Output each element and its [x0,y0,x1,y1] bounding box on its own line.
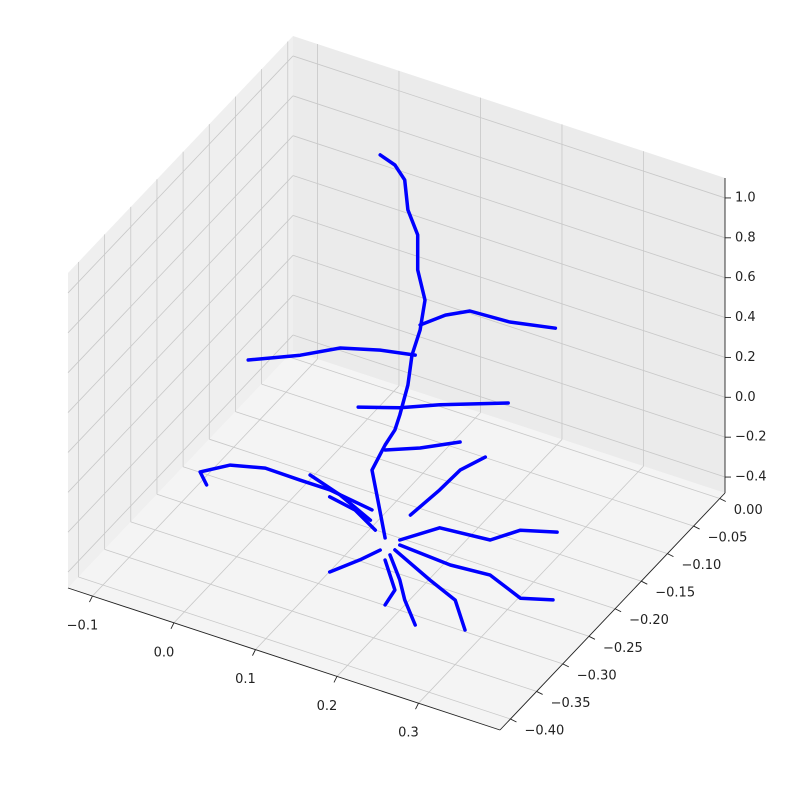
x-axis [67,587,501,731]
y-tick [562,663,569,668]
neurite [383,558,397,607]
grid-line [287,356,720,499]
neurite [393,548,467,632]
z-tick-label: 0.0 [735,390,756,405]
z-tick-label: 0.2 [735,350,756,365]
grid-line [130,521,563,665]
x-tick-label: −0.1 [67,619,99,634]
grid-line [67,95,294,334]
grid-line [292,294,726,438]
neurite [383,440,462,452]
x-tick [333,676,338,683]
z-tick-label: 0.6 [735,270,756,285]
grid-line [92,358,318,597]
grid-line [67,175,294,413]
x-tick-label: 0.1 [235,672,256,687]
y-axis [499,492,726,731]
left-pane [68,36,293,588]
grid-line [67,215,294,453]
y-tick-label: −0.35 [551,696,591,711]
y-tick-label: −0.05 [708,531,748,546]
y-tick-label: 0.00 [734,503,763,518]
y-tick-label: −0.15 [655,586,695,601]
z-tick-label: −0.2 [735,430,767,445]
neurite [246,346,417,362]
neurite [327,495,378,532]
neurite [388,553,417,627]
z-tick-label: 0.4 [735,310,756,325]
neurite [327,548,382,574]
grid-line [104,549,537,692]
grid-line [67,135,294,373]
neurite [308,473,373,522]
grid-line [255,412,481,650]
neurite [408,455,488,517]
z-tick-label: −0.4 [735,470,767,485]
y-tick-label: −0.40 [524,723,564,738]
y-tick [719,498,726,502]
y-tick [693,525,700,530]
grid-line [336,439,563,677]
grid-line [292,55,726,199]
floor-pane [68,351,725,730]
back-pane [293,36,725,493]
grid-line [292,215,726,358]
x-tick [170,622,175,630]
x-tick [415,703,419,710]
y-tick-label: −0.25 [603,641,643,656]
y-tick [641,580,648,585]
neurite [356,401,510,410]
y-tick-label: −0.10 [681,558,721,573]
y-tick [536,691,543,695]
grid-line [182,466,616,610]
x-tick-label: 0.2 [317,699,338,714]
grid-line [67,255,294,493]
neurite [398,543,555,602]
y-tick-label: −0.20 [629,613,669,628]
y-tick [510,718,517,723]
y-tick [667,553,674,558]
z-tick-label: 1.0 [735,190,756,205]
x-tick-label: 0.3 [398,726,419,741]
grid-line [67,55,294,294]
z-tick-label: 0.8 [735,230,756,245]
grid-line [78,576,511,720]
grid-line [209,438,642,582]
grid-line [261,383,694,527]
grid-line [292,334,726,478]
neurite [398,526,559,542]
grid-line [292,254,726,398]
grid-line [67,294,294,533]
grid-line [67,334,294,573]
y-tick [614,608,622,613]
x-tick-label: 0.0 [154,645,175,660]
y-tick-label: −0.30 [577,668,617,683]
neurite [370,153,427,540]
x-tick [252,649,256,656]
neurite [418,309,558,330]
grid-line [173,385,400,624]
x-tick [89,595,93,603]
grid-line [418,465,644,704]
grid-line [292,95,726,239]
grid-line [235,411,668,555]
y-tick [588,635,596,640]
grid-line [156,493,590,637]
grid-line [292,175,726,318]
grid-line [292,135,726,279]
